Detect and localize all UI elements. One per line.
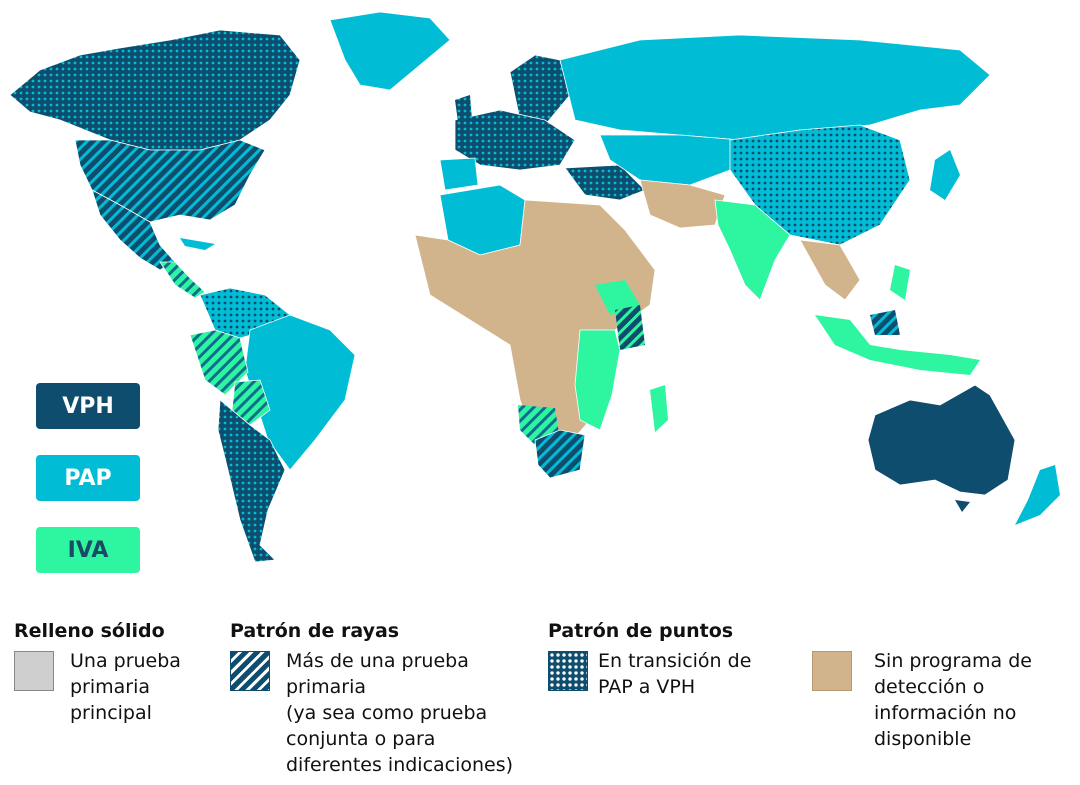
legend-solid-title: Relleno sólido [14, 620, 165, 642]
swatch-stripes [230, 651, 270, 691]
region-china [729, 124, 911, 246]
legend-pap: PAP [36, 455, 140, 501]
region-philippines [890, 265, 910, 300]
legend-dots-text: En transición de PAP a VPH [598, 650, 752, 698]
region-iberia [439, 157, 479, 191]
region-europe-west [454, 109, 576, 171]
region-russia [559, 34, 991, 141]
region-argentina-chile [217, 399, 286, 563]
region-south-africa [534, 429, 586, 479]
region-greenland [329, 11, 451, 91]
region-iran-afghanistan [639, 179, 726, 229]
region-bolivia [231, 379, 271, 426]
region-japan [930, 150, 960, 200]
region-turkey-mideast [564, 164, 646, 201]
legend-solid: Relleno sólido Una prueba primaria princ… [14, 620, 181, 726]
legend-none: Sin programa de detección o información … [812, 648, 1032, 752]
legend-vph-label: VPH [62, 393, 114, 419]
region-canada-alaska [9, 29, 301, 151]
region-tasmania [955, 500, 970, 512]
legend-dots-title: Patrón de puntos [548, 620, 734, 642]
legend-dots: Patrón de puntos En transición de PAP a … [548, 620, 751, 700]
region-india [714, 199, 791, 301]
region-ethiopia [595, 280, 640, 315]
region-australia [867, 384, 1016, 496]
legend-stripes: Patrón de rayas Más de una prueba primar… [230, 620, 513, 778]
legend-pap-label: PAP [64, 465, 112, 491]
region-central-america [159, 261, 206, 299]
legend-vph: VPH [36, 383, 140, 429]
legend-solid-text: Una prueba primaria principal [70, 650, 181, 724]
region-east-africa [615, 305, 645, 350]
legend-iva: IVA [36, 527, 140, 573]
legend-stripes-title: Patrón de rayas [230, 620, 400, 642]
legend-stripes-text: Más de una prueba primaria (ya sea como … [286, 650, 514, 776]
world-map [9, 11, 1060, 563]
region-southeast-asia [799, 239, 861, 301]
region-southeast-africa [574, 329, 621, 431]
region-cuba [180, 238, 215, 250]
region-peru [189, 329, 249, 396]
region-indonesia [815, 315, 980, 375]
region-malaysia [870, 310, 900, 335]
region-uk [455, 95, 472, 122]
legend-iva-label: IVA [67, 537, 109, 563]
swatch-solid [14, 651, 54, 691]
swatch-dots [548, 651, 588, 691]
region-central-asia [599, 134, 741, 186]
region-madagascar [650, 385, 668, 432]
region-new-zealand [1015, 465, 1060, 525]
swatch-none [812, 651, 852, 691]
legend-none-text: Sin programa de detección o información … [874, 650, 1032, 750]
